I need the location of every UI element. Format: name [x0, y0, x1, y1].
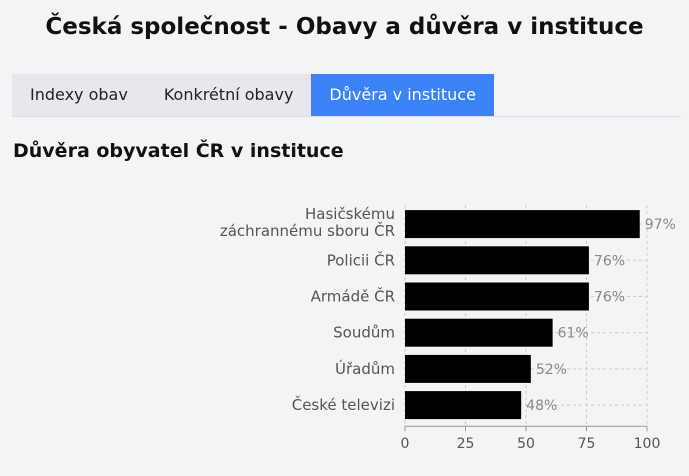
- trust-bar-chart: Hasičskému záchrannému sboru ČR 97% Policii…: [220, 205, 676, 452]
- tab-indexy-obav[interactable]: Indexy obav: [12, 74, 146, 116]
- x-tick-label: 100: [634, 436, 661, 452]
- category-label: České televizi: [292, 395, 395, 414]
- value-label: 52%: [536, 362, 567, 378]
- x-tick-label: 25: [457, 436, 475, 452]
- value-label: 48%: [526, 398, 557, 414]
- bar: [405, 318, 553, 347]
- bar: [405, 246, 589, 275]
- x-tick-label: 50: [517, 436, 535, 452]
- bar: [405, 391, 522, 420]
- tab-duvera-v-instituce[interactable]: Důvěra v instituce: [311, 74, 494, 116]
- value-label: 76%: [594, 253, 625, 269]
- category-label: Policii ČR: [327, 250, 395, 269]
- category-label: Hasičskému záchrannému sboru ČR: [220, 205, 395, 240]
- tabs-divider: [12, 116, 681, 117]
- category-label: Soudům: [333, 324, 395, 342]
- page-title: Česká společnost - Obavy a důvěra v inst…: [45, 14, 644, 40]
- category-label: Armádě ČR: [311, 287, 395, 306]
- bar: [405, 210, 640, 239]
- bar: [405, 354, 531, 383]
- tab-konkretni-obavy[interactable]: Konkrétní obavy: [145, 74, 312, 116]
- category-label-line: záchrannému sboru ČR: [220, 221, 395, 240]
- category-label: Úřadům: [335, 359, 395, 378]
- value-label: 61%: [558, 326, 589, 342]
- x-tick-label: 0: [401, 436, 410, 452]
- section-title: Důvěra obyvatel ČR v instituce: [13, 140, 344, 162]
- x-tick-label: 75: [578, 436, 596, 452]
- value-label: 76%: [594, 290, 625, 306]
- tab-bar: Indexy obav Konkrétní obavy Důvěra v ins…: [12, 74, 494, 116]
- bar: [405, 282, 589, 311]
- value-label: 97%: [645, 217, 676, 233]
- category-label-line: Hasičskému: [305, 205, 395, 223]
